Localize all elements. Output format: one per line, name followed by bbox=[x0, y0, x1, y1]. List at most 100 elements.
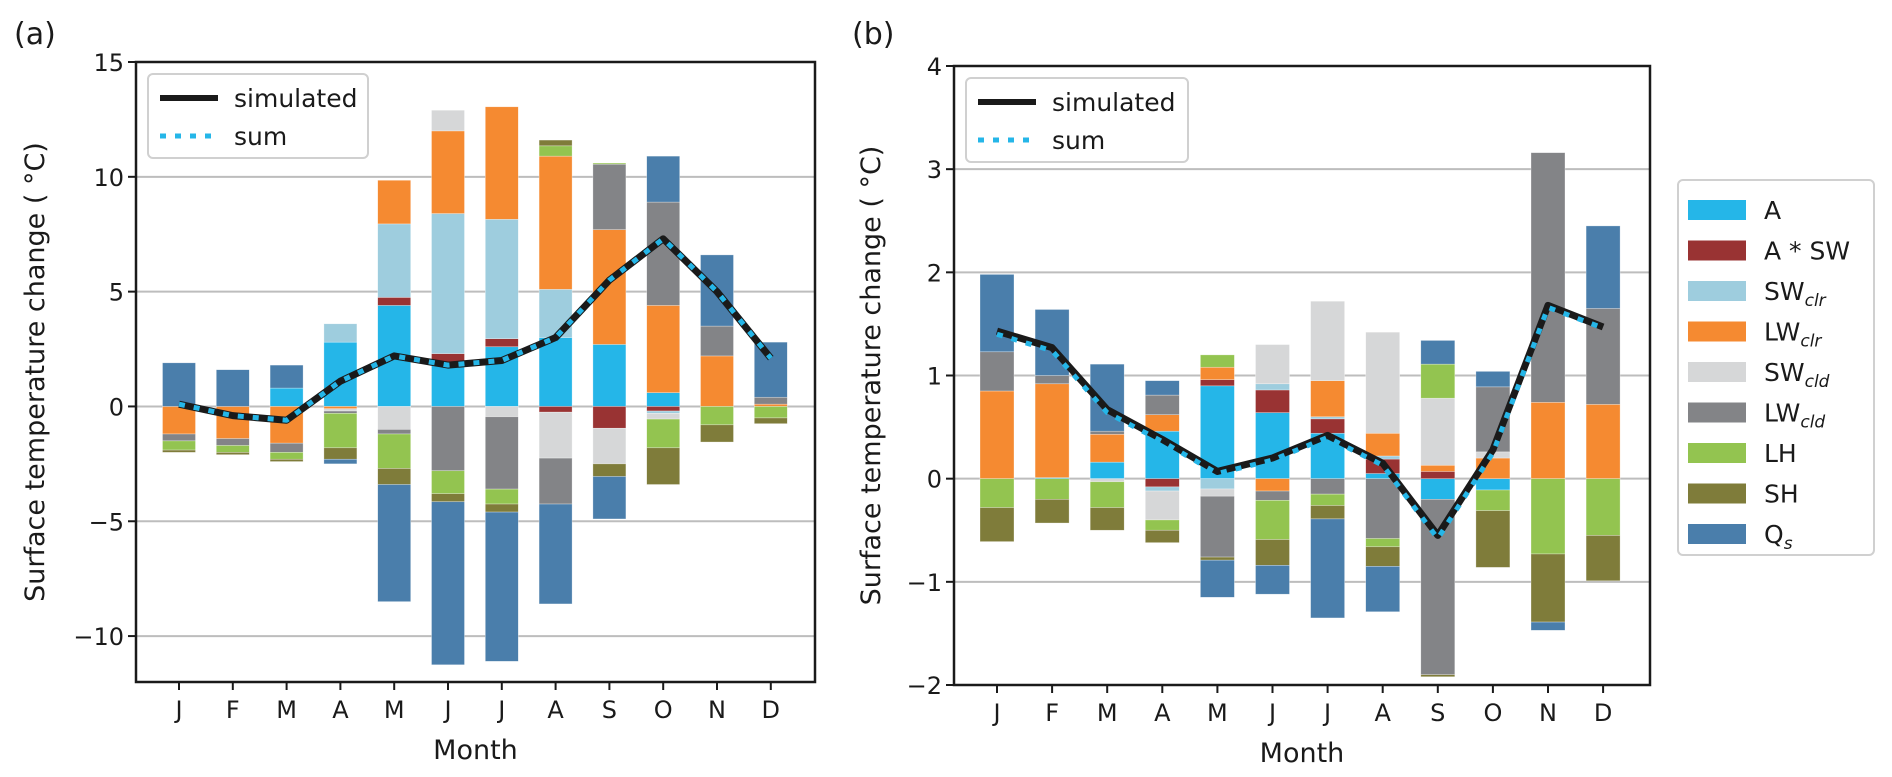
bar-segment-lh bbox=[1034, 478, 1070, 500]
bar-segment-asw bbox=[1255, 389, 1290, 413]
bar-segment-lh bbox=[484, 488, 519, 505]
bar-segment-lwclr bbox=[1255, 478, 1290, 492]
sum-line bbox=[178, 236, 773, 423]
bar-segment-lwclr bbox=[1089, 434, 1125, 463]
bar-segment-lwclr bbox=[1145, 414, 1180, 432]
x-tick-label: D bbox=[762, 696, 780, 724]
legend-swatch-lh bbox=[1688, 443, 1746, 463]
legend-label-main: LW bbox=[1764, 318, 1800, 347]
bar-segment-swcld bbox=[377, 406, 412, 430]
x-tick-label: S bbox=[1430, 699, 1445, 727]
bar-segment-lwclr bbox=[1200, 366, 1235, 380]
y-tick-label: −10 bbox=[73, 623, 124, 651]
line-legend: simulated sum bbox=[147, 73, 369, 159]
bar-segment-qs bbox=[538, 503, 573, 605]
bar-segment-qs bbox=[1145, 380, 1180, 396]
bar-segment-sh bbox=[1255, 539, 1290, 566]
bar-segment-asw bbox=[538, 406, 573, 413]
legend-label-main: A * SW bbox=[1764, 237, 1850, 266]
bar-segment-a bbox=[323, 341, 358, 407]
bar-segment-lh bbox=[1585, 478, 1621, 536]
bar-segment-lwcld bbox=[377, 429, 412, 435]
bar-segment-sh bbox=[1310, 505, 1345, 520]
bar-segment-qs bbox=[1365, 566, 1400, 613]
bar-segment-qs bbox=[1475, 371, 1511, 388]
bar-segment-qs bbox=[1200, 559, 1235, 598]
legend-label-subscript: clr bbox=[1800, 332, 1822, 352]
sum-line bbox=[996, 304, 1604, 542]
bar-segment-sh bbox=[216, 452, 250, 455]
bar-segment-swcld bbox=[592, 427, 627, 465]
y-tick-label: 0 bbox=[109, 393, 124, 421]
bar-segment-sh bbox=[538, 139, 573, 147]
legend-label-subscript: cld bbox=[1800, 413, 1825, 433]
bar-segment-sh bbox=[162, 449, 196, 453]
bar-segment-qs bbox=[162, 362, 196, 407]
bar-segment-lwclr bbox=[646, 305, 681, 393]
legend-label: Qs bbox=[1764, 520, 1793, 554]
bar-segment-sh bbox=[979, 507, 1015, 542]
bar-segment-sh bbox=[269, 458, 304, 462]
bar-segment-swcld bbox=[484, 406, 519, 418]
bar-segment-sh bbox=[646, 447, 681, 485]
bar-segment-asw bbox=[646, 406, 681, 412]
bar-segment-sh bbox=[1585, 535, 1621, 582]
bar-segment-lwcld bbox=[484, 416, 519, 490]
bar-segment-swcld bbox=[1420, 397, 1456, 466]
bar-segment-lwclr bbox=[1530, 402, 1566, 479]
legend-label: LWcld bbox=[1764, 399, 1825, 433]
legend-label: A bbox=[1764, 196, 1781, 225]
x-axis-title: Month bbox=[1260, 738, 1345, 769]
panel-b: (b) −2 −1 0 1 2 3 4 J F M A M J J A S O N D Month Surface tem… bbox=[852, 17, 1652, 769]
y-tick-label: −5 bbox=[89, 508, 124, 536]
bar-segment-lh bbox=[1310, 493, 1345, 506]
bar-segment-swclr bbox=[484, 218, 519, 340]
x-tick-label: D bbox=[1594, 699, 1612, 727]
bar-segment-swcld bbox=[323, 408, 358, 412]
bar-segment-swcld bbox=[538, 411, 573, 459]
bar-segment-qs bbox=[753, 341, 788, 398]
legend-swatch-asw bbox=[1688, 240, 1746, 261]
legend-swatch-swclr bbox=[1688, 281, 1746, 301]
simulated-legend-label: simulated bbox=[1052, 88, 1176, 117]
legend-swatch-swcld bbox=[1688, 362, 1746, 382]
bar-segment-swcld bbox=[1145, 490, 1180, 521]
bar-segment-lwclr bbox=[484, 106, 519, 220]
bar-segment-lwcld bbox=[269, 442, 304, 453]
x-tick-label: J bbox=[1267, 699, 1276, 727]
bar-segment-lh bbox=[1089, 481, 1125, 508]
legend-label-main: A bbox=[1764, 196, 1781, 225]
x-tick-label: S bbox=[602, 696, 617, 724]
legend-swatch-sh bbox=[1688, 483, 1746, 504]
bar-segment-asw bbox=[484, 338, 519, 348]
x-tick-label: O bbox=[1483, 699, 1502, 727]
legend-label-main: SW bbox=[1764, 358, 1805, 387]
bar-segment-a bbox=[1475, 478, 1511, 491]
x-tick-label: O bbox=[654, 696, 673, 724]
bar-segment-qs bbox=[646, 155, 681, 203]
y-axis-title: Surface temperature change ( °C) bbox=[20, 142, 51, 602]
bar-segment-lwclr bbox=[1420, 464, 1456, 472]
bar-segment-a bbox=[1089, 461, 1125, 479]
bar-segment-a bbox=[1255, 412, 1290, 479]
bar-segment-qs bbox=[592, 476, 627, 520]
bar-segment-lh bbox=[1200, 354, 1235, 368]
bar-segment-asw bbox=[592, 406, 627, 429]
simulated-line bbox=[178, 235, 774, 424]
legend-label-main: Q bbox=[1764, 520, 1784, 549]
x-tick-label: M bbox=[1097, 699, 1118, 727]
bar-segment-lwcld bbox=[1420, 498, 1456, 675]
legend-label: SWcld bbox=[1764, 358, 1830, 392]
bar-segment-sh bbox=[592, 463, 627, 477]
x-tick-label: A bbox=[332, 696, 349, 724]
x-tick-label: M bbox=[384, 696, 405, 724]
axes-frame bbox=[134, 60, 817, 684]
bar-segment-lwcld bbox=[1255, 490, 1290, 501]
bar-segment-asw bbox=[1200, 379, 1235, 387]
bar-segment-lh bbox=[1145, 519, 1180, 531]
bar-segment-qs bbox=[979, 274, 1015, 353]
bar-segment-swclr bbox=[1255, 383, 1290, 391]
bar-segment-a bbox=[1420, 478, 1456, 500]
